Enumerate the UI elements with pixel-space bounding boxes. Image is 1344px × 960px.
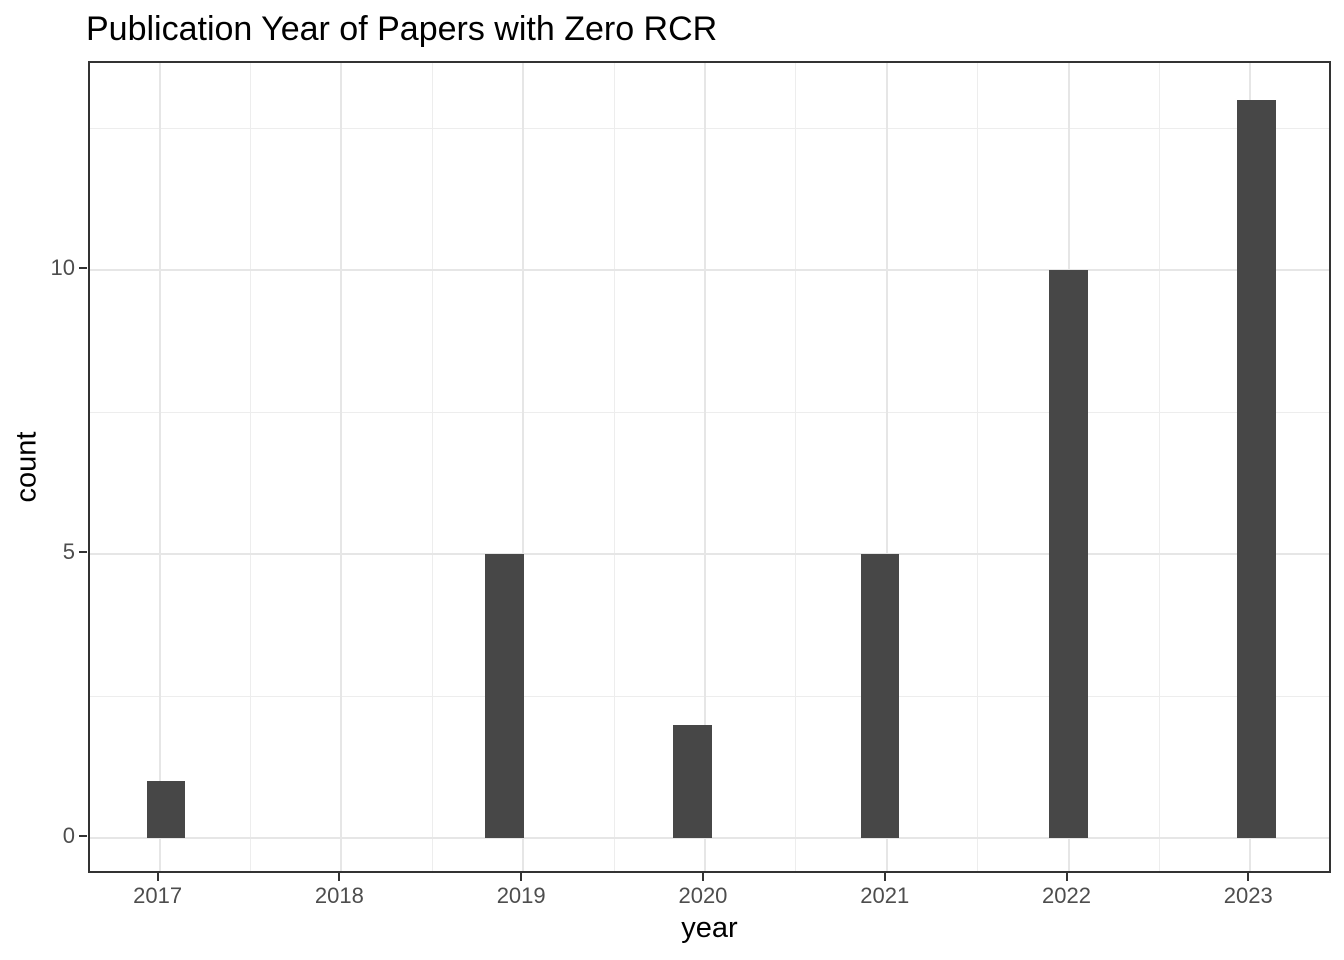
gridline-x-major	[340, 63, 343, 871]
gridline-y-minor	[90, 695, 1329, 697]
bar	[860, 554, 900, 839]
x-tick-mark	[338, 873, 341, 881]
y-tick-label: 0	[62, 823, 75, 849]
gridline-x-major	[522, 63, 525, 871]
gridline-x-minor	[250, 63, 251, 871]
bar	[146, 781, 186, 839]
gridline-x-minor	[431, 63, 433, 871]
y-axis-title: count	[10, 431, 43, 503]
x-tick-mark	[701, 873, 704, 881]
x-tick-mark	[883, 873, 886, 881]
x-tick-mark	[1247, 873, 1250, 881]
x-tick-label: 2023	[1223, 883, 1273, 908]
x-tick-label: 2022	[1042, 883, 1091, 908]
x-axis-title: year	[681, 912, 738, 944]
gridline-x-major	[885, 63, 888, 871]
gridline-y-minor	[90, 127, 1329, 129]
plot-panel	[88, 61, 1331, 873]
x-tick-label: 2018	[314, 883, 364, 908]
bar	[485, 554, 524, 839]
x-tick-mark	[1065, 873, 1068, 881]
bar	[673, 724, 712, 839]
gridline-x-minor	[1158, 63, 1160, 871]
gridline-y-major	[90, 837, 1329, 840]
chart-title: Publication Year of Papers with Zero RCR	[86, 10, 718, 48]
x-tick-label: 2021	[860, 883, 910, 908]
gridline-y-major	[90, 269, 1329, 272]
gridline-x-major	[703, 63, 706, 871]
y-tick-mark	[79, 267, 87, 270]
y-tick-mark	[79, 835, 87, 838]
bars-layer	[90, 63, 1329, 871]
y-tick-label: 5	[62, 539, 75, 565]
bar	[1049, 270, 1088, 839]
gridline-x-minor	[977, 63, 979, 871]
x-tick-label: 2017	[133, 883, 183, 908]
gridline-y-major	[90, 553, 1329, 556]
x-tick-mark	[520, 873, 523, 881]
gridline-x-minor	[795, 63, 797, 871]
x-tick-label: 2020	[678, 883, 728, 908]
gridline-x-minor	[613, 63, 615, 871]
gridline-x-major	[158, 63, 161, 871]
x-tick-label: 2019	[496, 883, 546, 908]
y-tick-label: 10	[50, 255, 75, 281]
bar	[1237, 99, 1276, 839]
y-tick-mark	[79, 551, 87, 554]
x-tick-mark	[156, 873, 159, 881]
gridline-y-minor	[90, 411, 1329, 413]
